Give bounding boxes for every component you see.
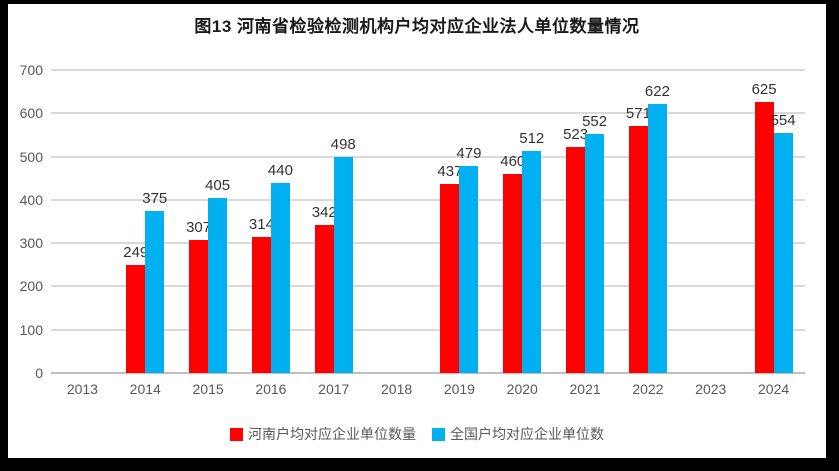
bar bbox=[440, 183, 460, 373]
bar-value-label: 314 bbox=[248, 216, 274, 234]
bar bbox=[459, 165, 479, 373]
y-tick-label: 400 bbox=[19, 191, 43, 208]
bar bbox=[314, 224, 334, 373]
bar-value-label: 249 bbox=[123, 244, 149, 262]
gridline bbox=[51, 112, 805, 115]
bar-value-label: 625 bbox=[751, 81, 777, 99]
y-tick-label: 0 bbox=[35, 365, 43, 381]
bar-value-label: 498 bbox=[330, 136, 356, 154]
x-tick-label: 2018 bbox=[381, 381, 413, 397]
legend-item: 河南户均对应企业单位数量 bbox=[230, 424, 416, 444]
bar-value-label: 523 bbox=[563, 125, 589, 143]
plot-area: 0 100 200 300 400 500 600 700 2013 2014 2015 2016 20… bbox=[8, 4, 826, 458]
legend-item: 全国户均对应企业单位数 bbox=[432, 424, 604, 444]
legend-label: 全国户均对应企业单位数 bbox=[450, 426, 604, 442]
bar bbox=[773, 133, 793, 373]
bar bbox=[208, 197, 228, 373]
x-tick-label: 2014 bbox=[129, 381, 161, 397]
bar-value-label: 554 bbox=[770, 112, 796, 130]
bar-value-label: 342 bbox=[311, 203, 337, 221]
x-axis-line bbox=[51, 372, 805, 374]
bar bbox=[145, 210, 165, 373]
gridline bbox=[51, 155, 805, 158]
x-tick-label: 2019 bbox=[443, 381, 475, 397]
bar-value-label: 622 bbox=[644, 82, 670, 100]
bar-value-label: 375 bbox=[142, 189, 168, 207]
legend-label: 河南户均对应企业单位数量 bbox=[248, 426, 416, 442]
bar bbox=[270, 182, 290, 373]
bar bbox=[333, 157, 353, 373]
x-tick-label: 2017 bbox=[318, 381, 350, 397]
x-tick-label: 2022 bbox=[632, 381, 664, 397]
bar bbox=[522, 151, 542, 373]
bar-value-label: 437 bbox=[437, 162, 463, 180]
x-tick-label: 2015 bbox=[192, 381, 224, 397]
bar-value-label: 405 bbox=[205, 176, 231, 194]
x-tick-label: 2021 bbox=[569, 381, 601, 397]
gridline bbox=[51, 285, 805, 288]
legend-swatch bbox=[230, 427, 243, 441]
x-tick-label: 2016 bbox=[255, 381, 287, 397]
bar-value-label: 512 bbox=[519, 130, 545, 148]
bar bbox=[251, 237, 271, 373]
chart-title: 图13 河南省检验检测机构户均对应企业法人单位数量情况 bbox=[194, 17, 640, 36]
gridline bbox=[51, 69, 805, 71]
y-tick-label: 100 bbox=[19, 321, 43, 338]
x-tick-label: 2020 bbox=[506, 381, 538, 397]
y-tick-label: 500 bbox=[19, 148, 43, 165]
bar bbox=[647, 103, 667, 373]
bar-value-label: 571 bbox=[625, 104, 651, 122]
bar bbox=[189, 240, 209, 373]
bar-value-label: 307 bbox=[186, 219, 212, 237]
legend: 河南户均对应企业单位数量 全国户均对应企业单位数 bbox=[8, 424, 826, 444]
bar bbox=[628, 125, 648, 373]
bar bbox=[503, 173, 523, 373]
y-tick-label: 600 bbox=[19, 105, 43, 122]
bar bbox=[566, 146, 586, 373]
bar-value-label: 552 bbox=[582, 113, 608, 131]
y-tick-label: 200 bbox=[19, 278, 43, 295]
gridline bbox=[51, 242, 805, 245]
legend-swatch bbox=[432, 427, 445, 441]
bar bbox=[585, 134, 605, 373]
bar-value-label: 479 bbox=[456, 144, 482, 162]
bar bbox=[754, 102, 774, 373]
x-tick-label: 2013 bbox=[66, 381, 98, 397]
y-tick-label: 300 bbox=[19, 235, 43, 252]
x-tick-label: 2024 bbox=[758, 381, 790, 397]
bar-value-label: 440 bbox=[267, 161, 293, 179]
bar-value-label: 460 bbox=[500, 152, 526, 170]
bar bbox=[126, 265, 146, 373]
chart-canvas: 图13 河南省检验检测机构户均对应企业法人单位数量情况 0 100 200 300 40… bbox=[8, 4, 826, 458]
gridline bbox=[51, 328, 805, 331]
y-tick-label: 700 bbox=[19, 62, 43, 78]
x-tick-label: 2023 bbox=[695, 381, 727, 397]
gridline bbox=[51, 198, 805, 201]
